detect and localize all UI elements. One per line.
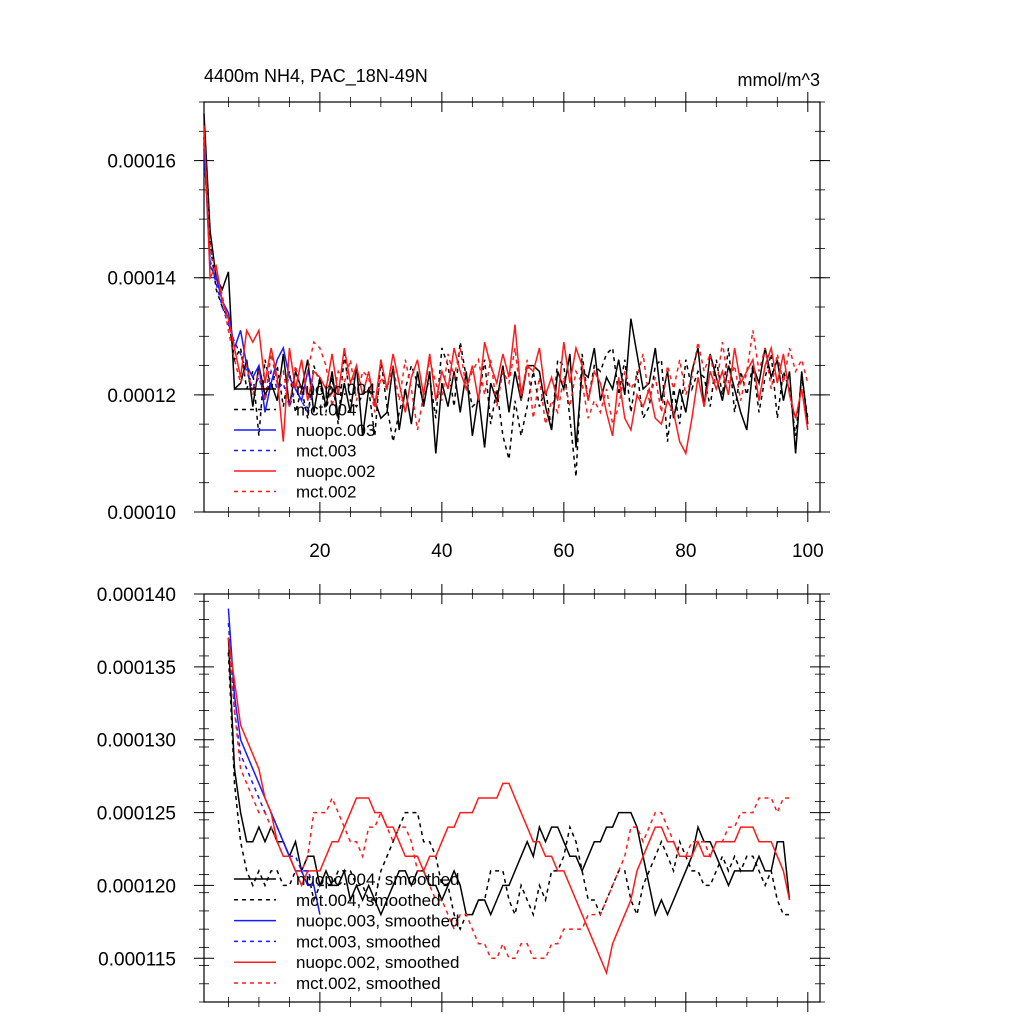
y-tick-label: 0.00014 [107,269,176,290]
y-tick-label: 0.000140 [97,585,176,606]
series-line-nuopc-004 [203,113,809,454]
legend-label: mct.003 [296,442,356,461]
legend-label: mct.004 [296,401,356,420]
legend-label: mct.002, smoothed [296,974,441,993]
series-line-nuopc-002 [203,125,809,456]
series-line-nuopc-004-smoothed [227,637,791,918]
series-line-nuopc-002-smoothed [227,637,791,976]
legend-label: mct.004, smoothed [296,891,441,910]
x-tick-label: 40 [431,541,452,562]
x-tick-label: 20 [309,541,330,562]
x-tick-label: 80 [675,541,696,562]
y-tick-label: 0.000130 [97,731,176,752]
legend-label: mct.002 [296,483,356,502]
plot-frame [203,593,821,1003]
chart-title: 4400m NH4, PAC_18N-49N [204,66,428,87]
y-tick-label: 0.000125 [97,804,176,825]
legend-label: nuopc.002 [296,462,375,481]
series-line-mct-002 [203,131,809,431]
series-line-nuopc-003-smoothed [227,608,321,915]
chart-panel-bottom: 0.000115 0.000120 0.000125 0.000130 0.000135… [97,584,830,1012]
legend-label: nuopc.003 [296,421,375,440]
y-tick-label: 0.000135 [97,658,176,679]
y-tick-label: 0.00010 [107,503,176,524]
legend-label: mct.003, smoothed [296,932,441,951]
series-line-mct-004-smoothed [227,652,790,932]
x-tick-label: 60 [553,541,574,562]
chart-units-label: mmol/m^3 [738,70,820,90]
legend: nuopc.004, smoothed mct.004, smoothed nuop… [234,870,460,993]
y-tick-label: 0.000115 [98,949,176,970]
legend-label: nuopc.002, smoothed [296,953,460,972]
chart-panel-top: 4400m NH4, PAC_18N-49N mmol/m^3 20 40 60 80… [107,66,830,562]
series-line-mct-004 [203,137,809,477]
legend-label: nuopc.004, smoothed [296,870,460,889]
series-line-mct-002-smoothed [227,637,790,960]
legend-label: nuopc.003, smoothed [296,912,460,931]
y-tick-label: 0.00012 [107,386,176,407]
series-line-mct-003-smoothed [227,623,320,887]
y-tick-label: 0.00016 [107,152,176,173]
y-tick-label: 0.000120 [97,876,176,897]
x-tick-label: 100 [792,541,824,562]
legend-label: nuopc.004 [296,380,375,399]
